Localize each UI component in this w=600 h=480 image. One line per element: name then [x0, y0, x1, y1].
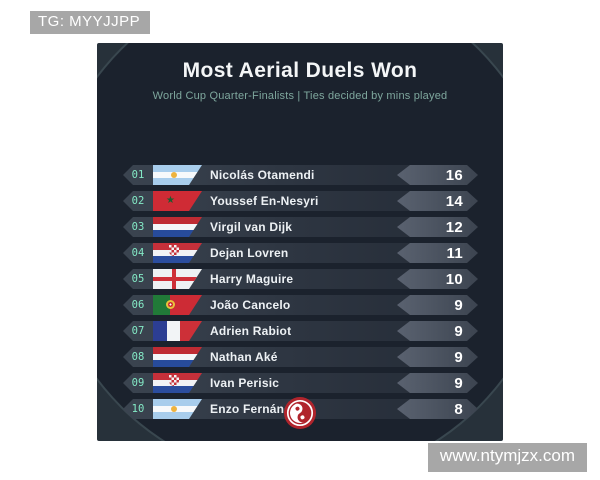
chart-title: Most Aerial Duels Won	[182, 59, 418, 82]
value-label: 9	[454, 322, 463, 340]
value-label: 9	[454, 296, 463, 314]
rank-label: 10	[131, 403, 145, 415]
portugal-flag-icon	[153, 295, 202, 315]
value-label: 11	[446, 244, 463, 262]
value-label: 9	[454, 374, 463, 392]
leaderboard-row: 09 Ivan Perisic 9	[123, 373, 478, 393]
value-label: 16	[445, 166, 463, 184]
leaderboard-row: 01 Nicolás Otamendi 16	[123, 165, 478, 185]
leaderboard-row: 04 Dejan Lovren 11	[123, 243, 478, 263]
yin-yang-icon	[284, 397, 316, 429]
rank-label: 06	[131, 299, 145, 311]
value-badge: 9	[397, 321, 478, 341]
value-badge: 16	[397, 165, 478, 185]
player-name: Dejan Lovren	[210, 246, 289, 260]
croatia-flag-icon	[153, 243, 202, 263]
infographic-panel: Most Aerial Duels Won World Cup Quarter-…	[97, 43, 503, 441]
value-label: 14	[445, 192, 463, 210]
player-name: Ivan Perisic	[210, 376, 280, 390]
morocco-flag-icon	[153, 191, 202, 211]
website-watermark: www.ntymjzx.com	[427, 443, 587, 472]
rank-label: 05	[131, 273, 145, 285]
argentina-flag-icon	[153, 399, 202, 419]
player-name: Youssef En-Nesyri	[210, 194, 319, 208]
value-badge: 10	[397, 269, 478, 289]
player-name: João Cancelo	[210, 298, 291, 312]
value-badge: 9	[397, 373, 478, 393]
player-name: Enzo Fernández	[210, 402, 305, 416]
argentina-flag-icon	[153, 165, 202, 185]
player-name: Nicolás Otamendi	[210, 168, 315, 182]
rank-label: 07	[131, 325, 145, 337]
value-badge: 14	[397, 191, 478, 211]
france-flag-icon	[153, 321, 202, 341]
rank-label: 08	[131, 351, 145, 363]
player-name: Harry Maguire	[210, 272, 294, 286]
player-name: Adrien Rabiot	[210, 324, 292, 338]
leaderboard-row: 05 Harry Maguire 10	[123, 269, 478, 289]
value-label: 8	[454, 400, 463, 418]
leaderboard: 01 Nicolás Otamendi 16 02 Youssef En-Nes…	[123, 165, 478, 425]
value-label: 9	[454, 348, 463, 366]
rank-label: 03	[131, 221, 145, 233]
leaderboard-row: 06 João Cancelo 9	[123, 295, 478, 315]
rank-label: 01	[131, 169, 145, 181]
player-name: Virgil van Dijk	[210, 220, 293, 234]
rank-label: 04	[131, 247, 145, 259]
value-badge: 8	[397, 399, 478, 419]
netherlands-flag-icon	[153, 217, 202, 237]
value-badge: 12	[397, 217, 478, 237]
value-badge: 9	[397, 295, 478, 315]
leaderboard-row: 08 Nathan Aké 9	[123, 347, 478, 367]
telegram-watermark: TG: MYYJJPP	[30, 11, 151, 34]
leaderboard-row: 02 Youssef En-Nesyri 14	[123, 191, 478, 211]
leaderboard-row: 03 Virgil van Dijk 12	[123, 217, 478, 237]
rank-label: 02	[131, 195, 145, 207]
player-name: Nathan Aké	[210, 350, 278, 364]
value-label: 12	[445, 218, 463, 236]
netherlands-flag-icon	[153, 347, 202, 367]
value-label: 10	[445, 270, 463, 288]
leaderboard-row: 07 Adrien Rabiot 9	[123, 321, 478, 341]
value-badge: 11	[397, 243, 478, 263]
publisher-logo	[284, 397, 316, 429]
value-badge: 9	[397, 347, 478, 367]
chart-subtitle: World Cup Quarter-Finalists | Ties decid…	[152, 90, 448, 102]
england-flag-icon	[153, 269, 202, 289]
croatia-flag-icon	[153, 373, 202, 393]
rank-label: 09	[131, 377, 145, 389]
